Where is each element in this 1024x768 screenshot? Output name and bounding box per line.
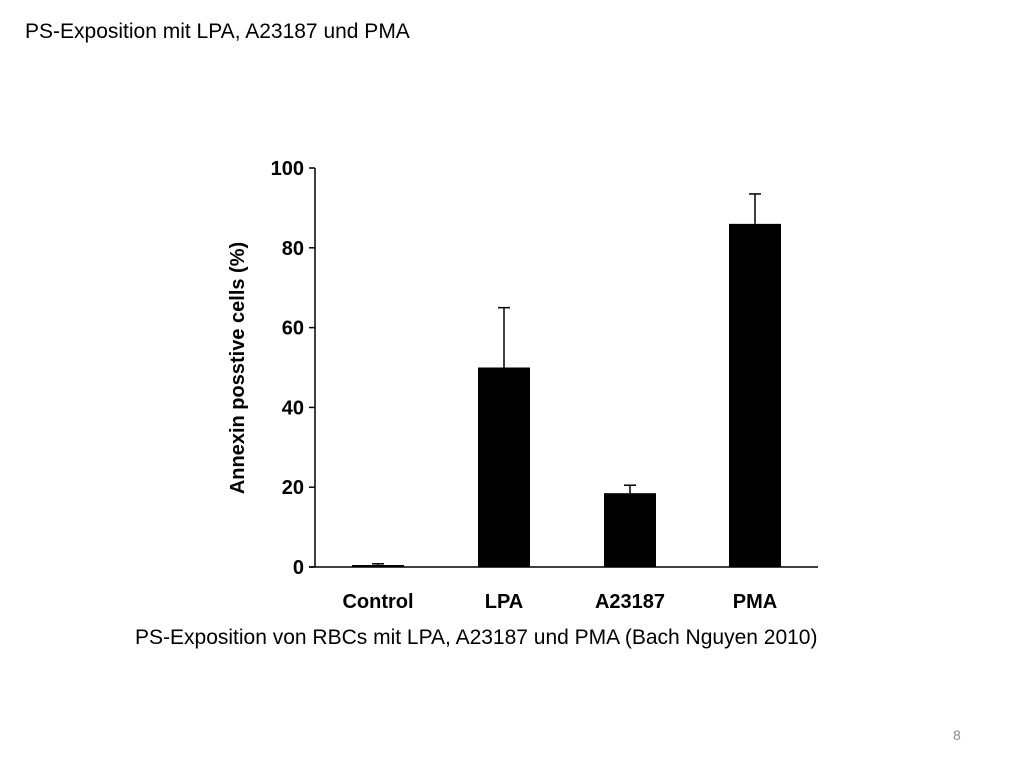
y-tick-label: 20 [282, 477, 304, 499]
y-tick-label: 40 [282, 397, 304, 419]
bar-a23187 [604, 493, 656, 567]
y-tick-label: 0 [293, 557, 304, 579]
bar-pma [729, 224, 781, 567]
y-tick-label: 80 [282, 238, 304, 260]
slide-number: 8 [953, 727, 961, 743]
y-tick-label: 100 [271, 158, 304, 180]
chart-caption: PS-Exposition von RBCs mit LPA, A23187 u… [135, 626, 817, 650]
x-category-label: PMA [733, 591, 777, 613]
bar-control [352, 565, 404, 567]
x-category-label: Control [342, 591, 413, 613]
x-category-label: LPA [485, 591, 524, 613]
y-tick-label: 60 [282, 318, 304, 340]
bar-chart: 0 20 40 60 80 100 Annexin posstive cells (%) Co… [0, 0, 1024, 768]
x-category-label: A23187 [595, 591, 665, 613]
y-axis-title: Annexin posstive cells (%) [227, 242, 249, 494]
bar-lpa [478, 368, 530, 568]
